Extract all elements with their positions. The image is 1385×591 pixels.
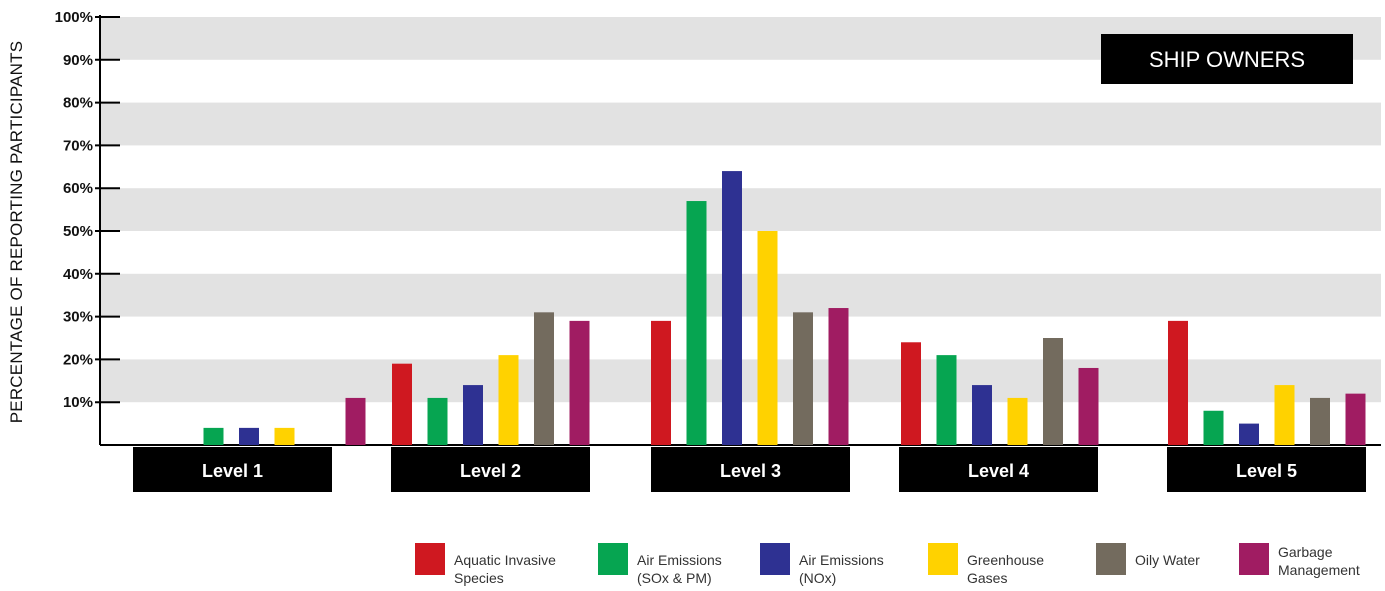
bar-greenhouse-gases-level-2 xyxy=(498,355,519,445)
bar-aquatic-invasive-species-level-2 xyxy=(392,363,412,445)
legend-swatch xyxy=(928,543,958,575)
bar-greenhouse-gases-level-1 xyxy=(274,427,295,445)
category-labels: Level 1 Level 2 Level 3 Level 4 Level 5 xyxy=(133,447,1366,492)
bar-air-emissions-nox-level-5 xyxy=(1239,423,1259,445)
y-tick-label: 90% xyxy=(63,52,93,69)
bar-garbage-management-level-3 xyxy=(828,308,849,445)
y-tick-label: 60% xyxy=(63,180,93,197)
legend-label: Management xyxy=(1278,562,1360,578)
y-tick-label: 80% xyxy=(63,95,93,112)
bar-air-emissions-sox-pm-level-5 xyxy=(1203,410,1224,445)
bar-garbage-management-level-4 xyxy=(1078,367,1099,445)
legend-label: Air Emissions xyxy=(799,552,884,568)
category-box xyxy=(391,447,590,492)
legend-label: Greenhouse xyxy=(967,552,1044,568)
category-label: Level 3 xyxy=(720,461,781,481)
category-label: Level 1 xyxy=(202,461,263,481)
bar-air-emissions-sox-pm-level-2 xyxy=(427,397,448,445)
bar-air-emissions-nox-level-4 xyxy=(972,385,992,445)
y-tick-label: 20% xyxy=(63,351,93,368)
bar-oily-water-level-2 xyxy=(534,312,554,445)
category-box xyxy=(1167,447,1366,492)
bar-greenhouse-gases-level-5 xyxy=(1274,385,1295,445)
bar-aquatic-invasive-species-level-3 xyxy=(651,320,671,445)
bar-garbage-management-level-1 xyxy=(345,397,366,445)
bar-air-emissions-nox-level-1 xyxy=(239,427,259,445)
legend-swatch xyxy=(1096,543,1126,575)
bar-air-emissions-nox-level-2 xyxy=(463,385,483,445)
bar-greenhouse-gases-level-3 xyxy=(757,231,778,445)
bar-oily-water-level-5 xyxy=(1310,397,1330,445)
grid-band xyxy=(100,102,1381,146)
legend-label: Oily Water xyxy=(1135,552,1200,568)
bars xyxy=(203,171,1366,445)
y-tick-label: 70% xyxy=(63,137,93,154)
bar-air-emissions-sox-pm-level-4 xyxy=(936,355,957,445)
bar-garbage-management-level-5 xyxy=(1345,393,1366,445)
bar-garbage-management-level-2 xyxy=(569,320,590,445)
category-label: Level 4 xyxy=(968,461,1029,481)
legend-label: Gases xyxy=(967,570,1007,586)
legend-swatch xyxy=(598,543,628,575)
legend-label: Aquatic Invasive xyxy=(454,552,556,568)
legend-label: Air Emissions xyxy=(637,552,722,568)
bar-aquatic-invasive-species-level-4 xyxy=(901,342,921,445)
category-label: Level 2 xyxy=(460,461,521,481)
y-tick-label: 40% xyxy=(63,266,93,283)
bar-air-emissions-sox-pm-level-3 xyxy=(686,201,707,445)
bar-aquatic-invasive-species-level-5 xyxy=(1168,320,1188,445)
legend-swatch xyxy=(760,543,790,575)
y-tick-label: 10% xyxy=(63,394,93,411)
legend-label: Species xyxy=(454,570,504,586)
bar-oily-water-level-4 xyxy=(1043,338,1063,445)
legend: Aquatic Invasive Species Air Emissions (SOx… xyxy=(415,543,1360,586)
y-tick-label: 50% xyxy=(63,223,93,240)
legend-swatch xyxy=(415,543,445,575)
legend-label: Garbage xyxy=(1278,544,1333,560)
ship-owners-label: SHIP OWNERS xyxy=(1149,47,1305,72)
y-tick-label: 100% xyxy=(55,9,93,26)
legend-label: (NOx) xyxy=(799,570,836,586)
y-tick-labels: 10% 20% 30% 40% 50% 60% 70% 80% 90% 100% xyxy=(55,9,93,411)
ship-owners-box: SHIP OWNERS xyxy=(1101,34,1353,84)
y-axis-label: PERCENTAGE OF REPORTING PARTICIPANTS xyxy=(7,41,26,424)
bar-air-emissions-sox-pm-level-1 xyxy=(203,427,224,445)
bar-air-emissions-nox-level-3 xyxy=(722,171,742,445)
category-box xyxy=(133,447,332,492)
legend-label: (SOx & PM) xyxy=(637,570,712,586)
category-box xyxy=(651,447,850,492)
bar-greenhouse-gases-level-4 xyxy=(1007,397,1028,445)
bar-oily-water-level-3 xyxy=(793,312,813,445)
y-tick-label: 30% xyxy=(63,309,93,326)
legend-swatch xyxy=(1239,543,1269,575)
category-label: Level 5 xyxy=(1236,461,1297,481)
category-box xyxy=(899,447,1098,492)
